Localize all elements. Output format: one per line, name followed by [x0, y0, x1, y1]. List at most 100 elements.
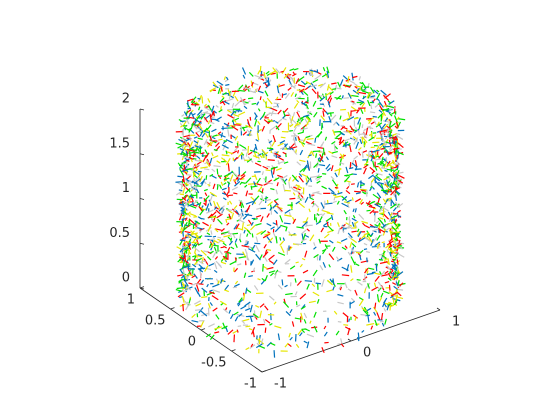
mesh-glyph — [381, 123, 387, 130]
mesh-glyph — [374, 166, 378, 171]
mesh-glyph — [220, 181, 224, 186]
mesh-glyph — [334, 195, 342, 199]
mesh-glyph — [206, 124, 212, 131]
mesh-glyph — [238, 297, 243, 303]
mesh-glyph — [294, 317, 302, 320]
mesh-glyph — [326, 167, 332, 172]
mesh-glyph — [198, 123, 203, 130]
mesh-glyph — [363, 164, 369, 169]
mesh-glyph — [395, 190, 401, 195]
mesh-glyph — [200, 279, 205, 285]
mesh-glyph — [263, 256, 268, 262]
mesh-glyph — [325, 91, 332, 97]
mesh-glyph — [287, 111, 292, 117]
mesh-glyph — [221, 157, 228, 163]
mesh-glyph — [333, 310, 338, 315]
mesh-glyph — [312, 191, 320, 194]
mesh-glyph — [216, 168, 219, 175]
mesh-glyph — [238, 152, 244, 158]
mesh-glyph — [331, 88, 337, 91]
mesh-glyph — [196, 284, 200, 292]
mesh-glyph — [347, 76, 350, 83]
mesh-glyph — [376, 192, 382, 199]
mesh-glyph — [186, 212, 191, 218]
mesh-glyph — [296, 280, 302, 286]
mesh-glyph — [374, 224, 379, 227]
mesh-glyph — [196, 255, 202, 258]
mesh-glyph — [233, 113, 240, 117]
mesh-glyph — [394, 194, 398, 201]
mesh-glyph — [248, 275, 253, 278]
mesh-glyph — [289, 197, 296, 200]
x-tick-label: 1 — [452, 315, 460, 330]
mesh-glyph — [341, 274, 350, 277]
mesh-glyph — [268, 270, 276, 274]
mesh-glyph — [231, 125, 239, 131]
mesh-glyph — [204, 168, 210, 171]
mesh-glyph — [240, 178, 245, 181]
mesh-glyph — [284, 214, 292, 217]
mesh-glyph — [355, 85, 361, 88]
mesh-glyph — [239, 238, 242, 243]
mesh-glyph — [248, 97, 254, 100]
mesh-glyph — [354, 83, 358, 87]
mesh-glyph — [361, 124, 364, 129]
mesh-glyph — [187, 242, 192, 246]
mesh-glyph — [263, 119, 269, 124]
mesh-glyph — [370, 104, 373, 110]
mesh-glyph — [196, 161, 202, 165]
mesh-glyph — [361, 151, 364, 158]
mesh-glyph — [334, 84, 338, 91]
mesh-glyph — [202, 221, 209, 227]
mesh-glyph — [357, 151, 362, 156]
mesh-glyph — [342, 75, 348, 81]
mesh-glyph — [198, 115, 203, 119]
mesh-glyph — [200, 310, 208, 317]
mesh-glyph — [307, 111, 312, 114]
mesh-glyph — [277, 109, 282, 115]
mesh-glyph — [330, 176, 335, 181]
mesh-glyph — [367, 92, 371, 99]
mesh-glyph — [194, 232, 200, 240]
mesh-glyph — [356, 279, 361, 281]
mesh-glyph — [180, 142, 185, 147]
mesh-glyph — [188, 133, 192, 142]
mesh-glyph — [272, 135, 276, 143]
mesh-glyph — [302, 90, 309, 97]
mesh-glyph — [243, 226, 251, 233]
mesh-glyph — [261, 188, 264, 193]
mesh-glyph — [378, 297, 383, 303]
z-tick-label: 1.5 — [109, 136, 130, 151]
mesh-glyph — [220, 207, 225, 215]
mesh-glyph — [255, 244, 260, 253]
mesh-glyph — [346, 129, 352, 135]
mesh-glyph — [239, 97, 245, 104]
mesh-glyph — [350, 256, 355, 264]
mesh-glyph — [273, 301, 277, 305]
mesh-glyph — [328, 115, 332, 123]
mesh-glyph — [336, 200, 340, 205]
mesh-glyph — [179, 269, 184, 274]
mesh-glyph — [352, 208, 355, 213]
mesh-glyph — [343, 130, 349, 134]
mesh-glyph — [272, 105, 279, 108]
mesh-glyph — [187, 248, 192, 255]
mesh-glyph — [239, 144, 247, 150]
mesh-glyph — [245, 124, 251, 128]
mesh-glyph — [242, 213, 249, 220]
mesh-glyph — [316, 177, 322, 182]
mesh-glyph — [396, 271, 404, 277]
mesh-glyph — [292, 218, 297, 224]
mesh-glyph — [217, 87, 221, 95]
mesh-glyph — [296, 226, 304, 229]
mesh-glyph — [393, 115, 398, 123]
mesh-glyph — [393, 182, 399, 189]
mesh-glyph — [307, 111, 313, 116]
mesh-glyph — [326, 212, 334, 215]
mesh-glyph — [362, 90, 369, 94]
mesh-glyph — [193, 255, 197, 260]
mesh-glyph — [258, 199, 264, 206]
mesh-glyph — [388, 148, 394, 153]
mesh-glyph — [385, 138, 389, 143]
mesh-glyph — [344, 282, 348, 289]
